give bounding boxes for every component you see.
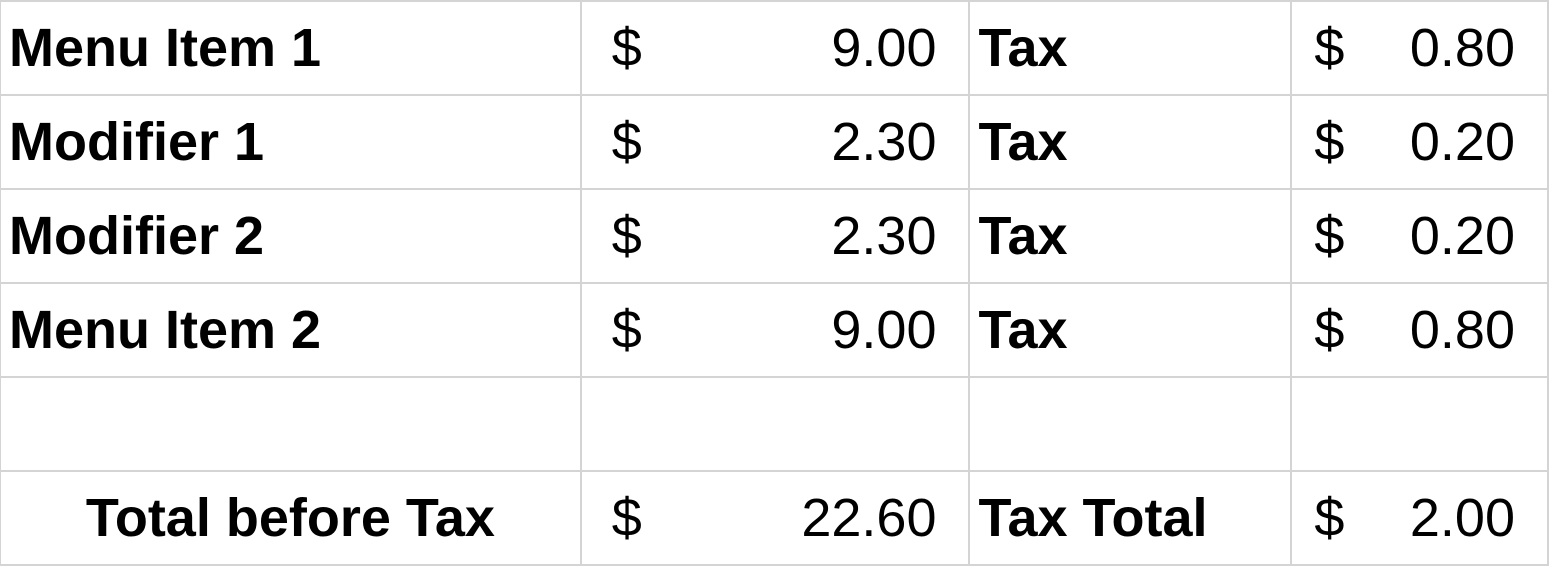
price-cell[interactable]: $2.30 bbox=[579, 188, 971, 284]
amount: 9.00 bbox=[831, 18, 937, 78]
table-row: Modifier 2 $2.30 Tax $0.20 bbox=[0, 188, 1549, 284]
item-name-cell[interactable]: Modifier 2 bbox=[0, 188, 582, 284]
tax-cell[interactable]: $0.20 bbox=[1290, 188, 1549, 284]
tax-label-cell[interactable]: Tax bbox=[968, 0, 1293, 96]
receipt-table: Menu Item 1 $9.00 Tax $0.80 Modifier 1 $… bbox=[0, 0, 1549, 566]
empty-row bbox=[0, 376, 1549, 472]
currency-symbol: $ bbox=[1314, 300, 1345, 360]
tax-cell[interactable]: $0.20 bbox=[1290, 94, 1549, 190]
item-name-cell[interactable]: Modifier 1 bbox=[0, 94, 582, 190]
tax-cell[interactable]: $0.80 bbox=[1290, 0, 1549, 96]
tax-label-cell[interactable]: Tax bbox=[968, 188, 1293, 284]
price-cell[interactable]: $2.30 bbox=[579, 94, 971, 190]
amount: 0.80 bbox=[1409, 300, 1515, 360]
amount: 0.80 bbox=[1409, 18, 1515, 78]
currency-symbol: $ bbox=[611, 112, 642, 172]
price-cell[interactable]: $9.00 bbox=[579, 282, 971, 378]
currency-symbol: $ bbox=[1314, 18, 1345, 78]
tax-total-label-cell[interactable]: Tax Total bbox=[968, 470, 1293, 566]
total-row: Total before Tax $22.60 Tax Total $2.00 bbox=[0, 470, 1549, 566]
amount: 2.30 bbox=[831, 112, 937, 172]
currency-symbol: $ bbox=[1314, 112, 1345, 172]
amount: 2.30 bbox=[831, 206, 937, 266]
tax-total-cell[interactable]: $2.00 bbox=[1290, 470, 1549, 566]
empty-cell[interactable] bbox=[579, 376, 971, 472]
tax-label-cell[interactable]: Tax bbox=[968, 282, 1293, 378]
tax-cell[interactable]: $0.80 bbox=[1290, 282, 1549, 378]
empty-cell[interactable] bbox=[0, 376, 582, 472]
currency-symbol: $ bbox=[611, 206, 642, 266]
amount: 0.20 bbox=[1409, 206, 1515, 266]
amount: 22.60 bbox=[801, 488, 937, 548]
amount: 2.00 bbox=[1409, 488, 1515, 548]
price-cell[interactable]: $9.00 bbox=[579, 0, 971, 96]
amount: 0.20 bbox=[1409, 112, 1515, 172]
currency-symbol: $ bbox=[611, 300, 642, 360]
total-amount-cell[interactable]: $22.60 bbox=[579, 470, 971, 566]
item-name-cell[interactable]: Menu Item 1 bbox=[0, 0, 582, 96]
table-row: Modifier 1 $2.30 Tax $0.20 bbox=[0, 94, 1549, 190]
currency-symbol: $ bbox=[611, 18, 642, 78]
table-row: Menu Item 1 $9.00 Tax $0.80 bbox=[0, 0, 1549, 96]
currency-symbol: $ bbox=[1314, 488, 1345, 548]
empty-cell[interactable] bbox=[968, 376, 1293, 472]
item-name-cell[interactable]: Menu Item 2 bbox=[0, 282, 582, 378]
total-label-cell[interactable]: Total before Tax bbox=[0, 470, 582, 566]
tax-label-cell[interactable]: Tax bbox=[968, 94, 1293, 190]
currency-symbol: $ bbox=[611, 488, 642, 548]
amount: 9.00 bbox=[831, 300, 937, 360]
empty-cell[interactable] bbox=[1290, 376, 1549, 472]
currency-symbol: $ bbox=[1314, 206, 1345, 266]
table-row: Menu Item 2 $9.00 Tax $0.80 bbox=[0, 282, 1549, 378]
